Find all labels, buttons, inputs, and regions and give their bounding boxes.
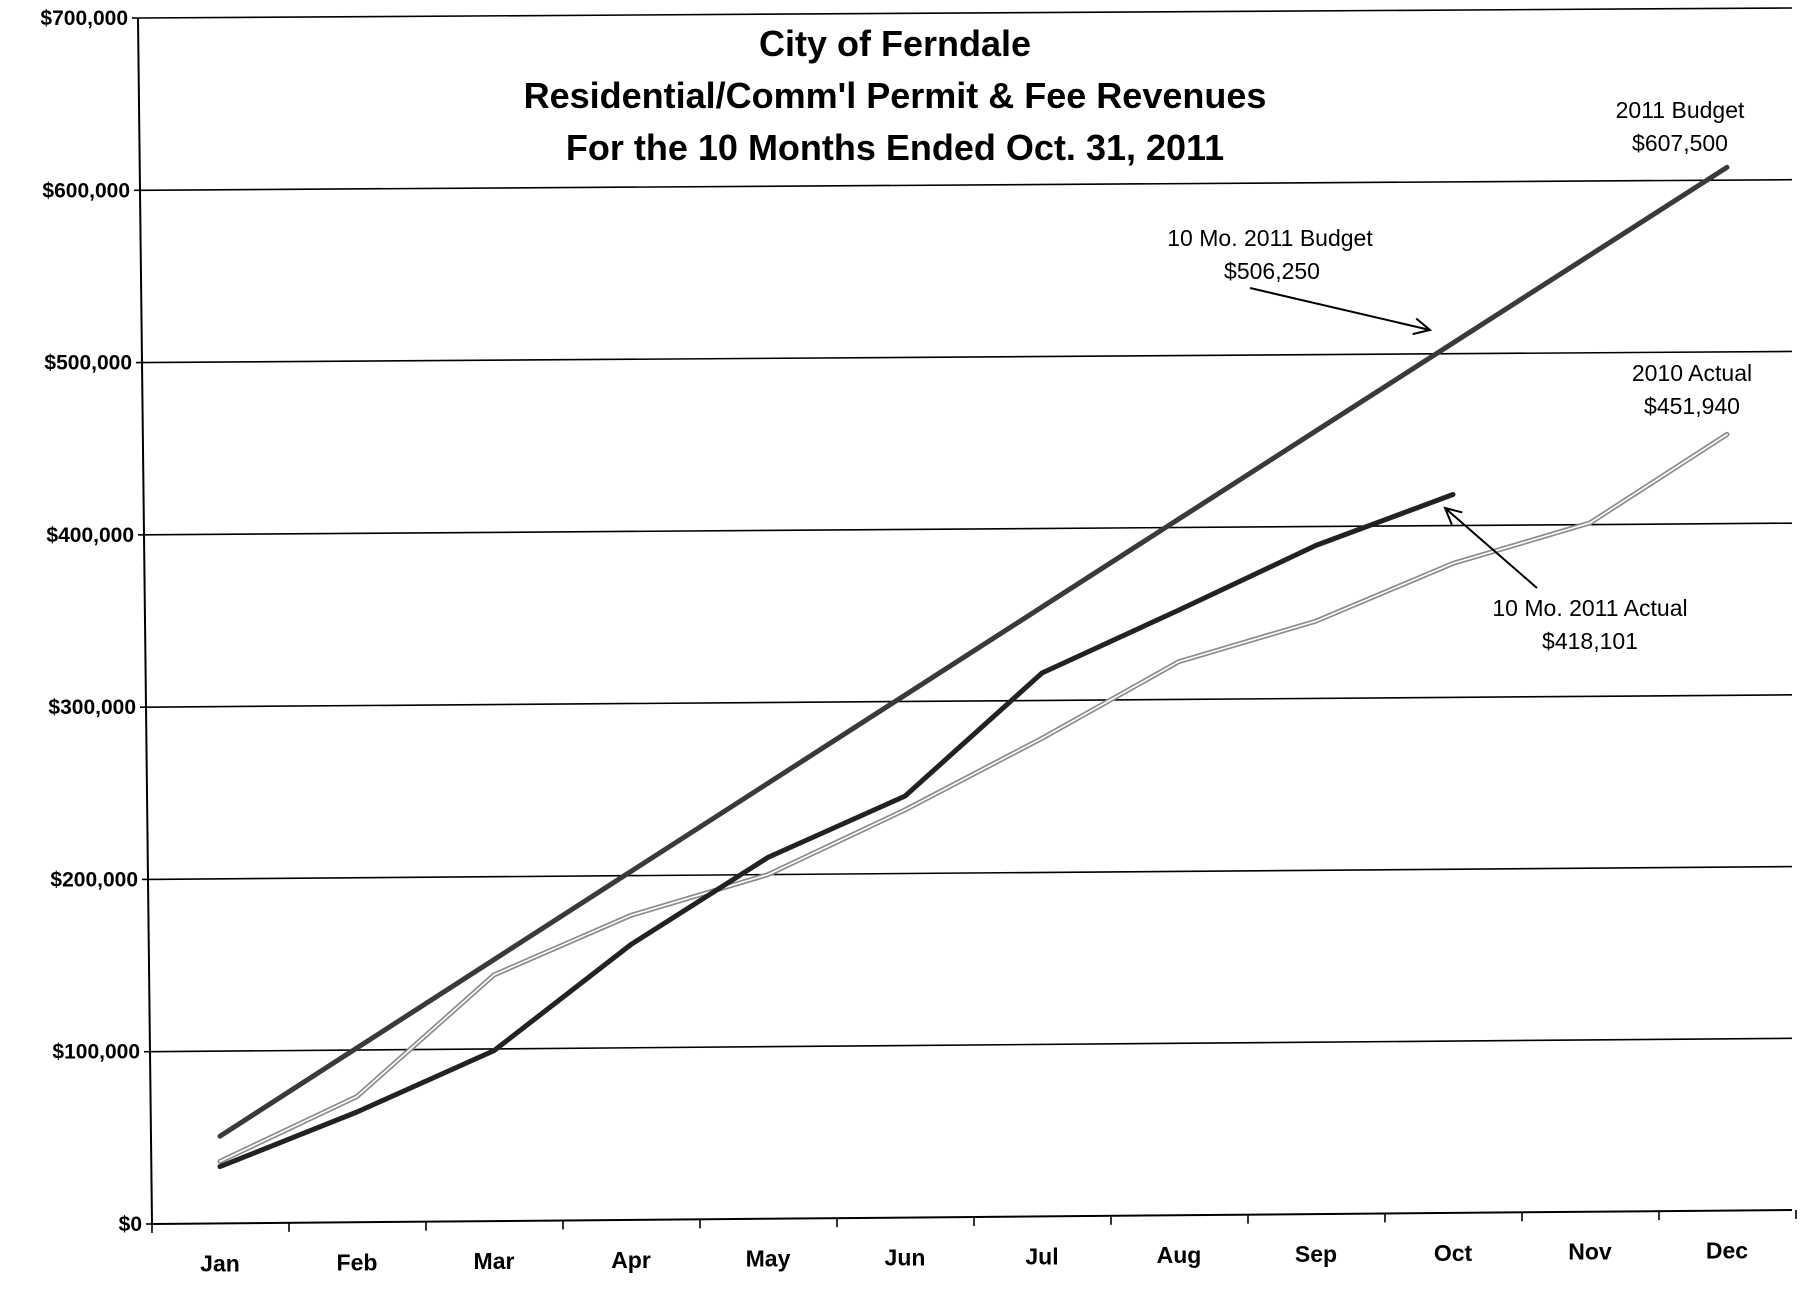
gridline: [137, 7, 1793, 19]
annotation-10mo-actual: 10 Mo. 2011 Actual $418,101: [1445, 508, 1688, 654]
gridline: [143, 522, 1793, 536]
title-line-3: For the 10 Months Ended Oct. 31, 2011: [566, 127, 1224, 168]
gridline: [145, 694, 1793, 708]
series-line-1: [217, 431, 1730, 1164]
x-axis-line: [151, 1209, 1793, 1225]
gridline: [139, 178, 1793, 192]
y-tick-label: $400,000: [46, 524, 134, 547]
series-line-1-core: [219, 433, 1728, 1163]
series-lines: [217, 164, 1730, 1170]
annotation-2010-actual-label: 2010 Actual: [1632, 360, 1752, 386]
x-tick-label: Mar: [474, 1248, 515, 1274]
x-tick-label: Jun: [885, 1245, 926, 1271]
gridline: [141, 350, 1793, 364]
x-tick-label: Apr: [611, 1247, 651, 1273]
axes: [137, 17, 1793, 1225]
annotation-10mo-actual-label: 10 Mo. 2011 Actual: [1492, 595, 1687, 621]
x-tick-labels: Jan Feb Mar Apr May Jun Jul Aug Sep Oct Nov Dec: [200, 1238, 1748, 1277]
x-tick-label: Aug: [1157, 1242, 1202, 1268]
annotation-2010-actual: 2010 Actual $451,940: [1632, 360, 1752, 419]
y-tick-label: $0: [119, 1213, 142, 1236]
x-tick-label: Jul: [1025, 1243, 1058, 1269]
gridline: [147, 865, 1793, 881]
x-tick-label: Sep: [1295, 1241, 1337, 1267]
chart-title: City of Ferndale Residential/Comm'l Perm…: [524, 23, 1267, 168]
y-tick-label: $300,000: [48, 696, 136, 719]
y-tick-labels: $0 $100,000 $200,000 $300,000 $400,000 $500,0…: [40, 7, 142, 1236]
y-tick-label: $700,000: [40, 7, 128, 30]
annotation-10mo-actual-value: $418,101: [1542, 628, 1638, 654]
annotation-10mo-budget: 10 Mo. 2011 Budget $506,250: [1167, 225, 1430, 330]
x-tick-label: Jan: [200, 1250, 240, 1276]
annotation-10mo-actual-arrow: [1445, 508, 1538, 589]
title-line-1: City of Ferndale: [759, 23, 1031, 64]
y-tick-label: $200,000: [50, 868, 138, 891]
y-tick-label: $600,000: [42, 179, 130, 202]
y-axis-line: [137, 17, 153, 1225]
annotation-2010-actual-value: $451,940: [1644, 393, 1740, 419]
annotation-10mo-budget-label: 10 Mo. 2011 Budget: [1167, 225, 1373, 251]
y-tick-label: $500,000: [44, 352, 132, 375]
series-line-2: [217, 492, 1456, 1170]
x-tick-label: Oct: [1434, 1240, 1473, 1266]
gridline: [149, 1037, 1793, 1053]
gridlines: [132, 7, 1797, 1233]
x-tick-label: Nov: [1568, 1239, 1612, 1265]
series-line-0: [217, 164, 1730, 1139]
x-tick-label: Dec: [1706, 1238, 1748, 1264]
annotation-2011-budget-value: $607,500: [1632, 130, 1728, 156]
annotation-10mo-budget-arrow: [1249, 287, 1430, 330]
annotation-2011-budget-label: 2011 Budget: [1616, 97, 1745, 123]
annotation-10mo-budget-value: $506,250: [1224, 258, 1320, 284]
x-tick-label: May: [746, 1246, 791, 1272]
annotation-2011-budget: 2011 Budget $607,500: [1616, 97, 1745, 156]
x-tick-label: Feb: [337, 1249, 378, 1275]
title-line-2: Residential/Comm'l Permit & Fee Revenues: [524, 75, 1267, 116]
y-tick-label: $100,000: [52, 1041, 140, 1064]
